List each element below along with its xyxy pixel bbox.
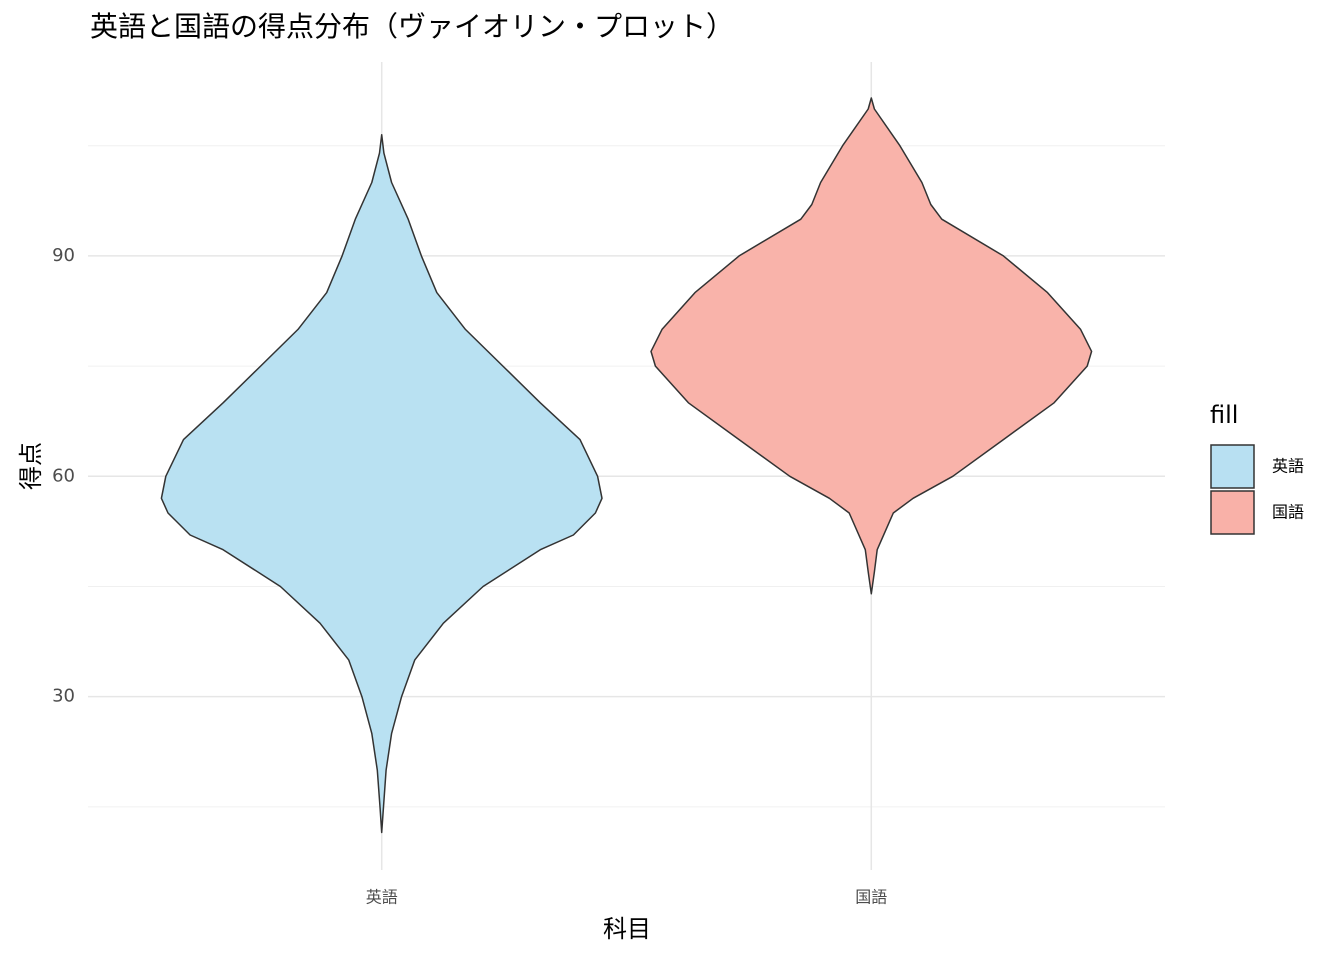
y-axis-title: 得点 (17, 442, 45, 490)
legend-label: 国語 (1272, 503, 1304, 522)
violin (160, 133, 603, 834)
legend-title: fill (1210, 401, 1238, 429)
x-tick-label: 国語 (855, 888, 887, 907)
y-tick-label: 30 (52, 686, 75, 707)
x-tick-label: 英語 (366, 888, 398, 907)
legend-label: 英語 (1272, 457, 1304, 476)
x-axis-title: 科目 (603, 915, 651, 943)
y-tick-label: 60 (52, 465, 75, 486)
chart-title: 英語と国語の得点分布（ヴァイオリン・プロット） (90, 10, 734, 43)
violin (650, 97, 1093, 595)
y-tick-label: 90 (52, 245, 75, 266)
legend-key (1210, 490, 1255, 535)
legend-key (1210, 444, 1255, 489)
